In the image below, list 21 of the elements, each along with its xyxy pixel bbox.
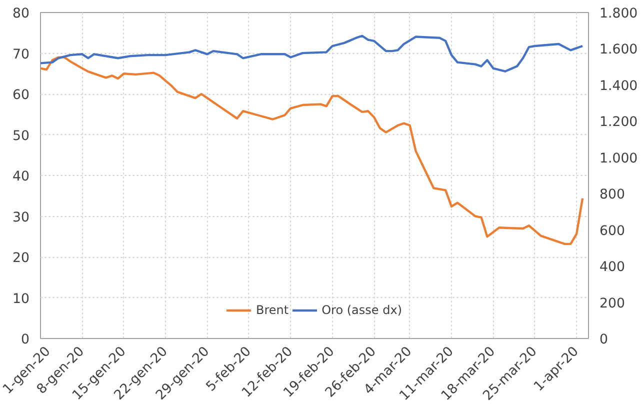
y-tick-label: 40 bbox=[12, 170, 30, 184]
y-tick-label: 80 bbox=[12, 6, 30, 22]
y-tick-label: 30 bbox=[12, 210, 30, 226]
y2-tick-label: 800 bbox=[600, 188, 625, 203]
y-tick-label: 50 bbox=[12, 128, 30, 144]
y-tick-label: 20 bbox=[12, 251, 30, 266]
y2-tick-label: 1.400 bbox=[600, 78, 638, 94]
y-tick-label: 70 bbox=[12, 47, 30, 62]
y2-tick-label: 400 bbox=[600, 260, 625, 276]
y-tick-label: 60 bbox=[12, 88, 30, 103]
legend-label: Brent bbox=[256, 303, 289, 317]
y2-tick-label: 1.200 bbox=[600, 115, 638, 130]
y-tick-label: 10 bbox=[12, 292, 30, 307]
y2-tick-label: 200 bbox=[600, 296, 625, 312]
y2-tick-label: 600 bbox=[600, 224, 625, 239]
y2-tick-label: 1.600 bbox=[600, 42, 638, 58]
y2-tick-label: 0 bbox=[600, 332, 608, 348]
legend-label: Oro (asse dx) bbox=[322, 303, 402, 317]
y2-tick-label: 1.000 bbox=[600, 151, 638, 166]
y-tick-label: 0 bbox=[21, 332, 30, 348]
y2-tick-label: 1.800 bbox=[600, 6, 638, 22]
